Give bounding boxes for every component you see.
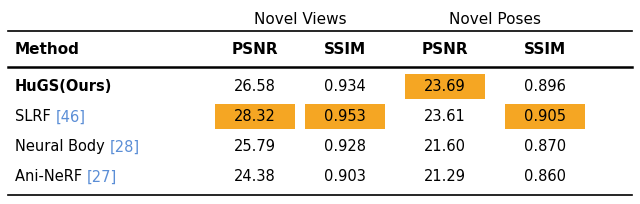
Text: 0.896: 0.896 bbox=[524, 79, 566, 94]
Text: [46]: [46] bbox=[56, 109, 85, 124]
Text: 0.953: 0.953 bbox=[324, 109, 366, 124]
Text: 28.32: 28.32 bbox=[234, 109, 276, 124]
Text: 0.860: 0.860 bbox=[524, 169, 566, 184]
Text: 0.934: 0.934 bbox=[324, 79, 366, 94]
Text: 21.29: 21.29 bbox=[424, 169, 466, 184]
Text: [28]: [28] bbox=[109, 139, 140, 154]
Text: Method: Method bbox=[15, 42, 80, 57]
Text: 21.60: 21.60 bbox=[424, 139, 466, 154]
Text: 26.58: 26.58 bbox=[234, 79, 276, 94]
Text: 0.870: 0.870 bbox=[524, 139, 566, 154]
Text: SSIM: SSIM bbox=[524, 42, 566, 57]
Text: [27]: [27] bbox=[87, 169, 117, 184]
Text: SLRF: SLRF bbox=[15, 109, 56, 124]
Text: PSNR: PSNR bbox=[232, 42, 278, 57]
FancyBboxPatch shape bbox=[305, 104, 385, 129]
Text: 25.79: 25.79 bbox=[234, 139, 276, 154]
FancyBboxPatch shape bbox=[505, 104, 585, 129]
Text: Neural Body: Neural Body bbox=[15, 139, 109, 154]
FancyBboxPatch shape bbox=[215, 104, 295, 129]
Text: 23.61: 23.61 bbox=[424, 109, 466, 124]
Text: 0.903: 0.903 bbox=[324, 169, 366, 184]
Text: 0.928: 0.928 bbox=[324, 139, 366, 154]
Text: Novel Poses: Novel Poses bbox=[449, 12, 541, 27]
Text: Novel Views: Novel Views bbox=[253, 12, 346, 27]
Text: SSIM: SSIM bbox=[324, 42, 366, 57]
FancyBboxPatch shape bbox=[405, 74, 485, 99]
Text: 23.69: 23.69 bbox=[424, 79, 466, 94]
Text: 0.905: 0.905 bbox=[524, 109, 566, 124]
Text: 24.38: 24.38 bbox=[234, 169, 276, 184]
Text: HuGS(Ours): HuGS(Ours) bbox=[15, 79, 113, 94]
Text: Ani-NeRF: Ani-NeRF bbox=[15, 169, 87, 184]
Text: PSNR: PSNR bbox=[422, 42, 468, 57]
